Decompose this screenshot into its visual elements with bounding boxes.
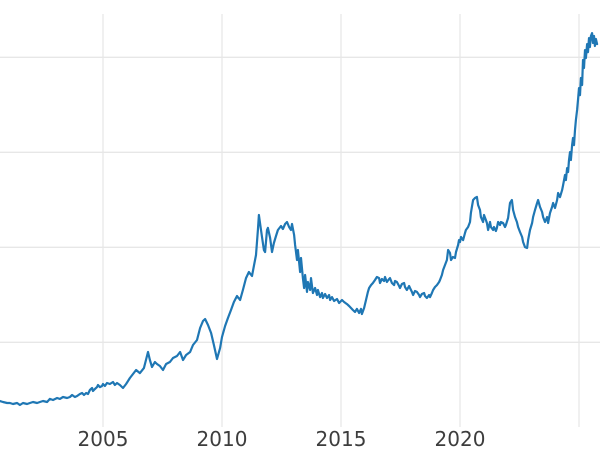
- price-line: [0, 32, 599, 407]
- x-axis-tick-labels: 2005 2010 2015 2020: [78, 427, 486, 450]
- x-tick-label: 2020: [435, 427, 486, 450]
- x-tick-label: 2015: [316, 427, 367, 450]
- series-layer: [0, 32, 599, 407]
- x-tick-label: 2005: [78, 427, 129, 450]
- grid-layer: [0, 14, 600, 427]
- x-tick-label: 2010: [197, 427, 248, 450]
